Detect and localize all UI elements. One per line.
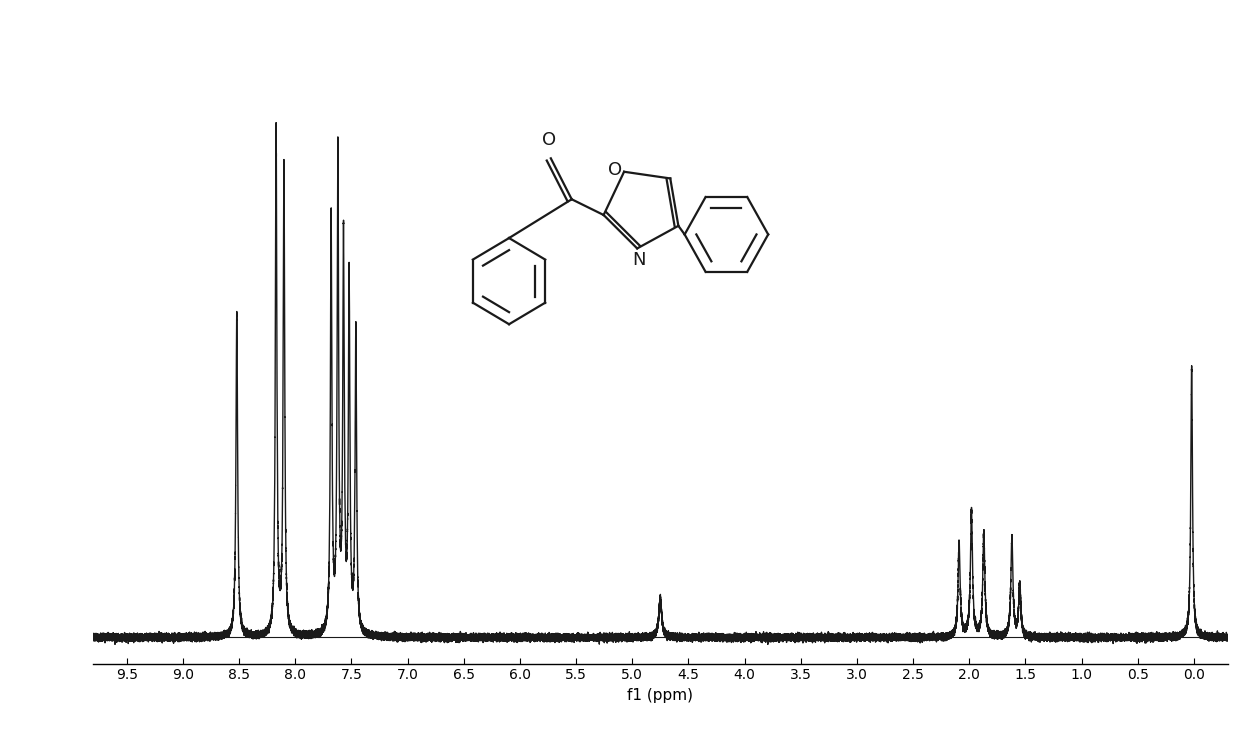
X-axis label: f1 (ppm): f1 (ppm) xyxy=(627,688,693,703)
Text: O: O xyxy=(608,161,622,179)
Text: O: O xyxy=(542,131,556,149)
Text: N: N xyxy=(632,252,646,269)
